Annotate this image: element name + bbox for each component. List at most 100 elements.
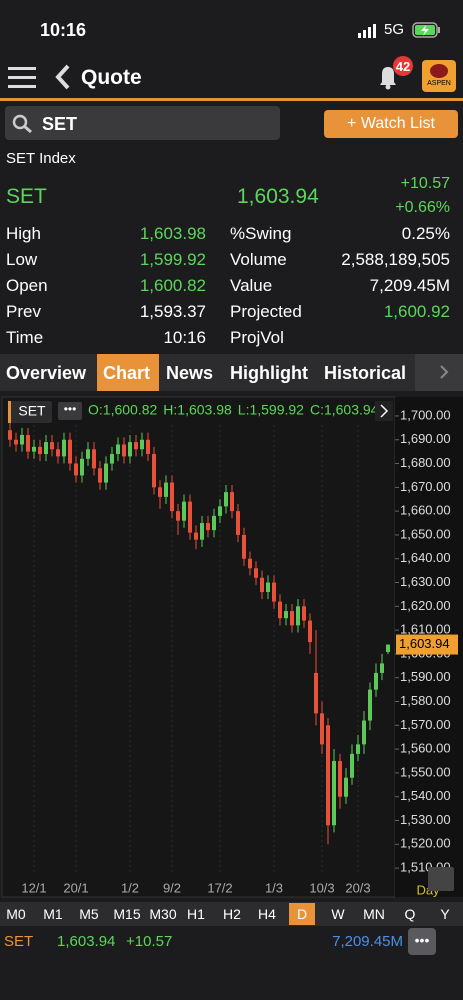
x-tick-label: 1/3 — [265, 880, 283, 895]
candle — [254, 561, 258, 585]
x-tick-label: 17/2 — [207, 880, 232, 895]
candle-body — [152, 454, 156, 488]
timeframe[interactable]: H4 — [258, 906, 276, 922]
chart: SET ••• O:1,600.82 H:1,603.98 L:1,599.92 C:… — [1, 396, 463, 898]
candle-body — [170, 482, 174, 512]
timeframe[interactable]: D — [289, 903, 315, 925]
row-label: Time — [6, 328, 44, 347]
candle-body — [68, 439, 72, 464]
tab[interactable]: Chart — [103, 363, 151, 383]
more-button[interactable]: ••• — [408, 928, 436, 955]
y-tick-label: 1,640.00 — [400, 550, 451, 565]
row-value: 1,603.98 — [139, 224, 206, 243]
logo[interactable]: ASPEN — [422, 60, 456, 92]
candle — [194, 525, 198, 550]
footer-value: 7,209.45M — [332, 933, 403, 950]
badge: 42 — [395, 59, 411, 74]
timeframe[interactable]: Y — [440, 906, 450, 922]
candle-body — [116, 444, 120, 455]
candle-body — [236, 511, 240, 535]
y-tick-label: 1,630.00 — [400, 574, 451, 589]
tab-scroll[interactable] — [415, 354, 463, 391]
search-box[interactable]: SET — [5, 106, 280, 140]
candle-body — [134, 442, 138, 450]
candle — [32, 439, 36, 459]
candle-body — [380, 663, 384, 673]
y-tick-label: 1,610.00 — [400, 622, 451, 637]
candle-body — [368, 689, 372, 721]
candle — [26, 427, 30, 459]
timeframe[interactable]: M0 — [6, 906, 26, 922]
timeframe[interactable]: MN — [363, 906, 385, 922]
candle — [338, 753, 342, 809]
row-label: ProjVol — [230, 328, 284, 347]
nav-divider — [0, 98, 463, 101]
candle-body — [98, 468, 102, 483]
y-tick-label: 1,680.00 — [400, 455, 451, 470]
candle-body — [158, 487, 162, 497]
candle-body — [284, 611, 288, 619]
candle — [44, 434, 48, 462]
timeframe[interactable]: M1 — [43, 906, 63, 922]
candle-body — [296, 606, 300, 626]
candle — [50, 434, 54, 457]
candle — [314, 630, 318, 726]
candle — [308, 613, 312, 654]
bell[interactable] — [376, 56, 416, 92]
network: 5G — [384, 21, 405, 38]
candle-body — [56, 449, 60, 457]
candle — [236, 503, 240, 543]
ohlc-text: O:1,600.82 — [88, 402, 157, 418]
tab[interactable]: News — [166, 363, 214, 383]
timeframe[interactable]: M5 — [79, 906, 99, 922]
quote-name: SET Index — [6, 150, 76, 167]
candle — [110, 446, 114, 471]
candle-body — [302, 606, 306, 621]
y-tick-label: 1,670.00 — [400, 479, 451, 494]
ohlc-text: H:1,603.98 — [163, 402, 232, 418]
quote-last: 1,603.94 — [237, 185, 319, 208]
candle-body — [272, 582, 276, 602]
row-label: Volume — [230, 250, 287, 269]
candle-body — [164, 482, 168, 497]
candle-body — [326, 725, 330, 826]
candle-body — [308, 620, 312, 643]
timeframe[interactable]: H2 — [223, 906, 241, 922]
tab[interactable]: Highlight — [230, 363, 308, 383]
timeframe[interactable]: M30 — [149, 906, 177, 922]
timeframe[interactable]: Q — [404, 906, 416, 922]
row-value: 0.25% — [401, 224, 450, 243]
timeframe[interactable]: H1 — [187, 906, 205, 922]
candle — [14, 432, 18, 452]
y-tick-label: 1,690.00 — [400, 431, 451, 446]
candle — [158, 480, 162, 509]
row-value: 2,588,189,505 — [341, 250, 450, 269]
nav-icons[interactable] — [6, 64, 76, 92]
timeframe[interactable]: M15 — [113, 906, 141, 922]
candle — [140, 432, 144, 457]
timeframe[interactable]: W — [331, 906, 345, 922]
candle-body — [212, 515, 216, 531]
candle-body — [374, 672, 378, 690]
candle — [200, 515, 204, 547]
candle-body — [92, 449, 96, 469]
quote-symbol: SET — [6, 185, 47, 208]
row-label: High — [6, 224, 41, 243]
candle — [380, 653, 384, 681]
candle — [128, 434, 132, 464]
y-tick-label: 1,700.00 — [400, 407, 451, 422]
candle — [248, 551, 252, 576]
candle-body — [356, 744, 360, 754]
footer-symbol: SET — [4, 933, 34, 950]
tab[interactable]: Overview — [6, 363, 87, 383]
candle-body — [146, 439, 150, 455]
candle-body — [218, 506, 222, 516]
watch-list-button[interactable]: + Watch List — [324, 110, 458, 138]
candle — [122, 437, 126, 464]
candle — [374, 663, 378, 697]
status-time: 10:16 — [40, 20, 87, 40]
tab[interactable]: Historical — [324, 363, 407, 383]
candle — [242, 527, 246, 566]
nav-title: Quote — [81, 66, 142, 89]
row-label: Low — [6, 250, 38, 269]
